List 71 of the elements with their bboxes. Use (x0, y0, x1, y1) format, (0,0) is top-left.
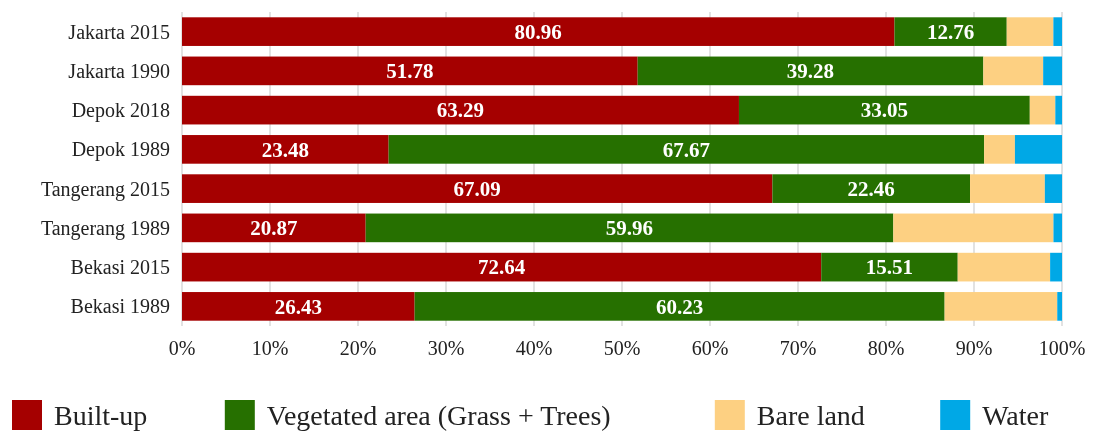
bar (738, 95, 1030, 125)
x-tick-label: 30% (427, 337, 465, 359)
data-label: 12.76 (926, 19, 975, 44)
data-label: 72.64 (477, 255, 526, 280)
bar (970, 174, 1045, 203)
y-tick-label: Tangerang 1989 (40, 216, 170, 240)
bar (1053, 17, 1062, 46)
x-tick-label: 80% (867, 337, 905, 359)
y-tick-label: Bekasi 2015 (70, 256, 170, 279)
bar (983, 56, 1044, 86)
bar (182, 213, 366, 243)
data-label: 67.09 (453, 176, 501, 201)
bar (1006, 17, 1054, 46)
bar (984, 135, 1015, 164)
bar (1044, 174, 1062, 203)
data-label: 20.87 (250, 216, 298, 241)
bar (182, 135, 389, 164)
x-tick-label: 60% (691, 337, 729, 359)
x-tick-label: 70% (779, 337, 817, 359)
x-tick-label: 10% (251, 337, 289, 359)
bar (637, 56, 984, 86)
bar (1055, 95, 1062, 125)
bar (1043, 56, 1062, 86)
y-tick-label: Depok 2018 (71, 99, 170, 123)
data-label: 15.51 (865, 255, 914, 280)
bar (1050, 252, 1062, 282)
x-tick-label: 50% (603, 337, 641, 359)
bar (388, 135, 985, 164)
data-label: 80.96 (514, 19, 562, 44)
bar (182, 17, 895, 46)
bar (414, 292, 945, 321)
data-label: 26.43 (274, 294, 322, 319)
bar (182, 252, 822, 282)
x-tick-label: 0% (168, 337, 196, 359)
data-label: 63.29 (436, 98, 485, 123)
bar (1029, 95, 1056, 125)
y-tick-label: Depok 1989 (71, 138, 170, 162)
bar (1057, 292, 1062, 321)
y-tick-label: Jakarta 2015 (68, 20, 170, 43)
bar (772, 174, 971, 203)
bar (1014, 135, 1062, 164)
bar (182, 292, 415, 321)
bar (944, 292, 1058, 321)
bar (821, 252, 958, 282)
data-label: 22.46 (847, 176, 895, 201)
bar (182, 95, 739, 125)
y-tick-label: Bekasi 1989 (70, 295, 170, 318)
legend-label: Water (982, 399, 1050, 431)
data-label: 51.78 (386, 59, 434, 84)
x-tick-label: 20% (339, 337, 377, 359)
bar (894, 17, 1007, 46)
bar (957, 252, 1051, 282)
bar (182, 174, 773, 203)
y-tick-label: Tangerang 2015 (40, 177, 170, 201)
bar (365, 213, 894, 243)
x-tick-label: 100% (1038, 337, 1086, 359)
data-label: 59.96 (605, 216, 654, 241)
data-label: 33.05 (860, 98, 908, 123)
legend-label: Built-up (54, 399, 148, 431)
bar (1053, 213, 1062, 243)
legend-label: Vegetated area (Grass + Trees) (266, 399, 611, 431)
x-tick-label: 90% (955, 337, 993, 359)
data-label: 23.48 (261, 137, 309, 162)
bar (893, 213, 1054, 243)
data-label: 60.23 (655, 294, 704, 319)
y-tick-label: Jakarta 1990 (68, 59, 170, 82)
data-label: 39.28 (786, 59, 835, 84)
x-tick-label: 40% (515, 337, 553, 359)
data-label: 67.67 (662, 137, 710, 162)
bar (182, 56, 638, 86)
legend-label: Bare land (756, 399, 865, 431)
